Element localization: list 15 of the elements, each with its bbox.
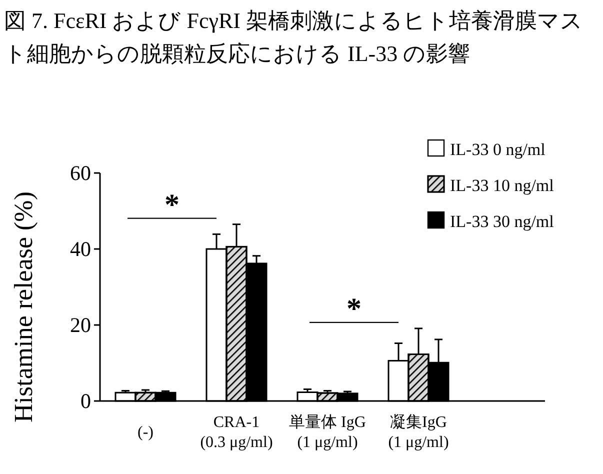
legend-label: IL-33 10 ng/ml [450, 176, 554, 195]
x-tick-label: (-) [138, 424, 154, 441]
y-tick-label: 60 [70, 161, 91, 185]
annotation: * [346, 292, 362, 326]
x-tick-label: CRA-1 (0.3 μg/ml) [200, 414, 273, 451]
legend-label: IL-33 30 ng/ml [450, 212, 554, 231]
x-tick-label: 凝集IgG (1 μg/ml) [388, 413, 449, 451]
y-tick-label: 0 [80, 389, 91, 413]
annotation: * [164, 188, 180, 222]
y-tick-label: 40 [70, 237, 91, 261]
x-tick-label: 単量体 IgG (1 μg/ml) [289, 414, 366, 451]
y-axis-title: Histamine release (%) [9, 191, 38, 423]
y-tick-label: 20 [70, 313, 91, 337]
chart-title: 図 7. FcεRI および FcγRI 架橋刺激によるヒト培養滑膜マスト細胞からの脱顆粒反応における IL-33 の影響 [4, 7, 584, 68]
legend-label: IL-33 0 ng/ml [450, 140, 546, 159]
